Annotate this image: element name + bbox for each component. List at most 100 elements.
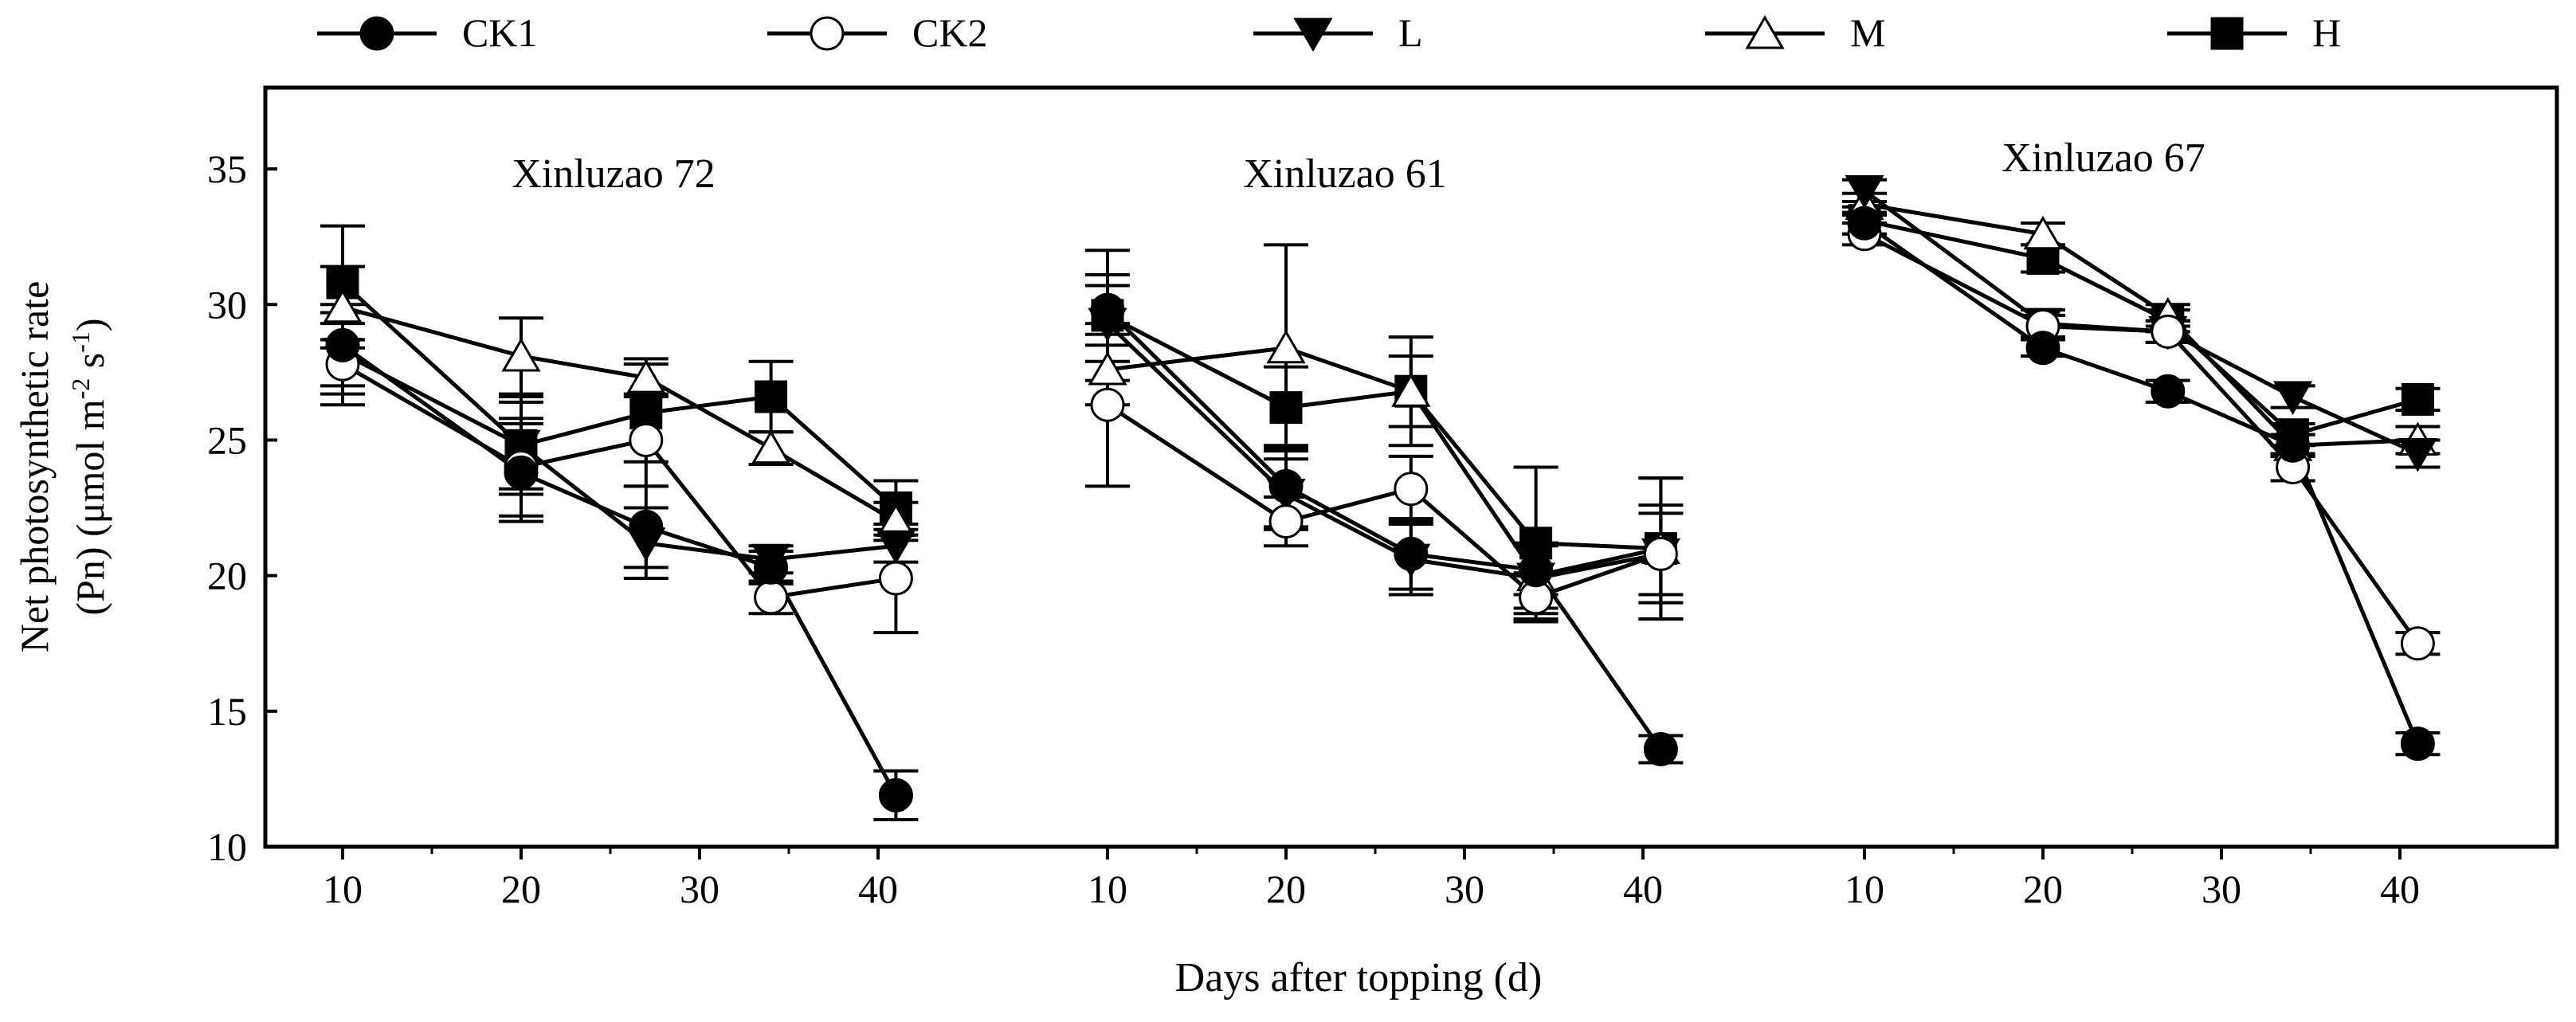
- series-line-m: [1864, 202, 2418, 448]
- marker-ck1: [2276, 428, 2311, 463]
- series-line-ck1: [1106, 308, 1663, 750]
- legend-marker-l: [1293, 18, 1333, 52]
- series-line-ck2: [1863, 232, 2420, 645]
- marker-h: [2401, 382, 2434, 416]
- marker-ck1: [1394, 536, 1429, 571]
- series-lines: [1863, 189, 2420, 745]
- x-tick-label: 30: [1445, 867, 1484, 911]
- y-tick-label: 30: [207, 282, 247, 327]
- series-line-l: [341, 351, 896, 562]
- marker-m: [323, 288, 363, 323]
- y-tick-label: 25: [207, 417, 247, 462]
- legend-marker-h: [2210, 17, 2244, 50]
- legend-label-l: L: [1398, 10, 1423, 55]
- marker-ck2: [629, 422, 664, 457]
- marker-ck1: [629, 509, 664, 544]
- marker-m: [751, 429, 791, 464]
- x-tick-label: 20: [2023, 867, 2063, 911]
- marker-h: [1269, 391, 1303, 425]
- x-axis-title: Days after topping (d): [1175, 955, 1543, 1000]
- marker-ck1: [1090, 292, 1125, 327]
- marker-m: [1391, 373, 1431, 407]
- x-tick-label: 40: [858, 867, 898, 911]
- legend-marker-ck1: [359, 16, 394, 51]
- marker-m: [501, 337, 541, 372]
- marker-ck1: [1268, 468, 1304, 503]
- y-tick-label: 15: [207, 689, 247, 734]
- y-axis: 10 15 20 25 30 35: [207, 147, 277, 869]
- marker-ck1: [878, 777, 913, 813]
- marker-l: [501, 429, 541, 464]
- legend-item-h: H: [2167, 10, 2341, 55]
- marker-ck2: [2151, 314, 2186, 349]
- series-line-ck1: [1863, 221, 2420, 745]
- series-line-h: [1106, 313, 1661, 551]
- marker-m: [1088, 350, 1127, 386]
- panel-title: Xinluzao 72: [512, 151, 716, 197]
- panel-title: Xinluzao 67: [2002, 135, 2205, 181]
- x-tick-label: 30: [2202, 867, 2241, 911]
- legend-item-l: L: [1253, 10, 1423, 55]
- chart-panels: Xinluzao 72 Xinluzao 61 Xinluzao 67: [320, 135, 2441, 821]
- x-tick-label: 20: [501, 867, 541, 911]
- marker-ck2: [1090, 387, 1125, 422]
- legend-marker-m: [1745, 15, 1785, 49]
- x-tick-label: 10: [1845, 867, 1884, 911]
- marker-ck1: [1519, 553, 1554, 588]
- legend-item-ck2: CK2: [767, 10, 987, 55]
- x-tick-label: 30: [680, 867, 719, 911]
- x-tick-label: 10: [1088, 867, 1127, 911]
- marker-ck1: [2400, 726, 2435, 762]
- marker-ck2: [2400, 626, 2435, 661]
- marker-h: [755, 380, 788, 413]
- panel-title: Xinluzao 61: [1243, 151, 1447, 197]
- x-tick-label: 40: [2380, 867, 2420, 911]
- panel-1: Xinluzao 72: [320, 151, 919, 821]
- x-axis: 10 20 30 40 10 20 30 40 10 20 30 40: [323, 847, 2420, 911]
- marker-m: [1266, 329, 1306, 364]
- y-tick-label: 20: [207, 554, 247, 598]
- marker-l: [2398, 437, 2438, 472]
- marker-ck2: [1394, 472, 1429, 507]
- legend-label-h: H: [2312, 10, 2341, 55]
- series-lines: [1106, 308, 1663, 750]
- marker-ck1: [754, 550, 789, 585]
- legend-label-ck1: CK1: [462, 10, 537, 55]
- marker-ck2: [754, 580, 789, 615]
- error-bars: [1842, 178, 2441, 757]
- marker-ck1: [1847, 206, 1882, 241]
- marker-l: [2272, 381, 2313, 416]
- marker-l: [876, 530, 916, 565]
- y-tick-label: 10: [207, 824, 247, 869]
- series-line-l: [1863, 189, 2419, 456]
- error-bars: [1085, 243, 1684, 765]
- legend-label-m: M: [1850, 10, 1885, 55]
- marker-ck1: [1643, 731, 1678, 766]
- x-tick-label: 40: [1623, 867, 1663, 911]
- marker-ck2: [878, 561, 913, 596]
- marker-ck1: [325, 327, 360, 362]
- marker-m: [2023, 215, 2063, 250]
- plot-frame: [263, 85, 2559, 849]
- y-axis-title-line1: Net photosynthetic rate: [12, 281, 57, 653]
- series-lines: [341, 281, 898, 797]
- x-tick-label: 20: [1266, 867, 1306, 911]
- y-tick-label: 35: [207, 147, 247, 191]
- x-tick-label: 10: [323, 867, 363, 911]
- series-markers: [323, 266, 916, 813]
- legend-item-ck1: CK1: [317, 10, 537, 55]
- marker-ck1: [2025, 331, 2060, 366]
- marker-ck2: [1643, 536, 1678, 571]
- legend-item-m: M: [1705, 10, 1885, 55]
- marker-m: [626, 359, 666, 394]
- y-axis-title: Net photosynthetic rate (Pn) (μmol m-2 s…: [12, 281, 112, 653]
- legend-label-ck2: CK2: [912, 10, 987, 55]
- series-line-ck2: [341, 362, 896, 600]
- marker-ck1: [2151, 374, 2186, 409]
- series-markers: [1088, 292, 1681, 766]
- marker-ck1: [504, 455, 539, 490]
- marker-l: [1845, 174, 1884, 209]
- legend: CK1 CK2 L M H: [317, 10, 2341, 55]
- panel-2: Xinluzao 61: [1085, 151, 1684, 766]
